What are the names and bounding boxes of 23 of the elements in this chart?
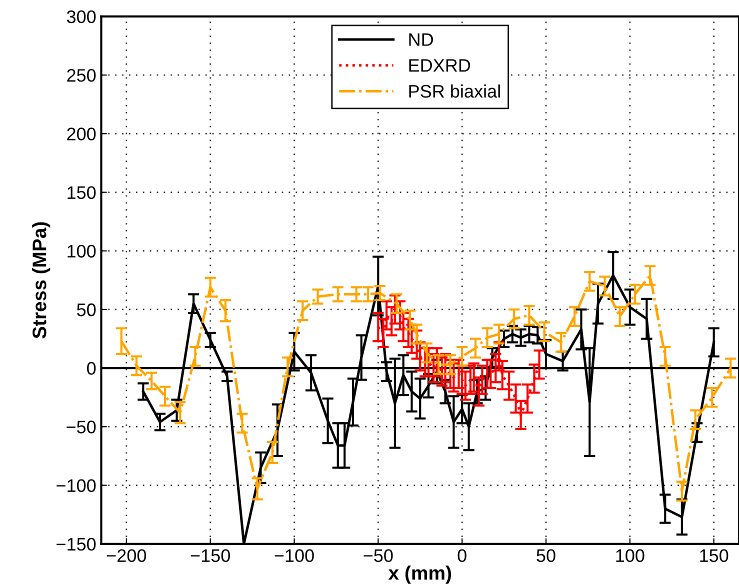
y-tick-label: 100	[68, 244, 96, 258]
legend-label: EDXRD	[409, 59, 470, 72]
x-tick-label: −200	[106, 549, 146, 562]
x-tick-label: 0	[458, 549, 466, 562]
y-tick-label: −50	[66, 420, 96, 434]
x-tick-label: −150	[190, 549, 230, 562]
y-tick-label: 250	[67, 69, 96, 82]
x-tick-label: 100	[616, 549, 644, 562]
y-tick-label: −100	[56, 479, 96, 492]
x-tick-label: 150	[700, 549, 728, 562]
y-tick-label: −150	[56, 538, 96, 551]
x-axis-title: x (mm)	[388, 566, 452, 584]
x-tick-label: 50	[536, 549, 556, 562]
y-tick-label: 300	[66, 10, 96, 24]
y-tick-label: 50	[77, 303, 96, 316]
y-tick-label: 0	[87, 362, 96, 375]
x-tick-label: −100	[274, 549, 314, 562]
y-axis-title: Stress (MPa)	[32, 222, 50, 339]
legend-label: PSR biaxial	[409, 84, 500, 98]
y-tick-label: 200	[67, 128, 96, 140]
x-tick-label: −50	[364, 549, 393, 562]
y-tick-label: 150	[68, 186, 96, 199]
legend-label: ND	[409, 33, 433, 46]
